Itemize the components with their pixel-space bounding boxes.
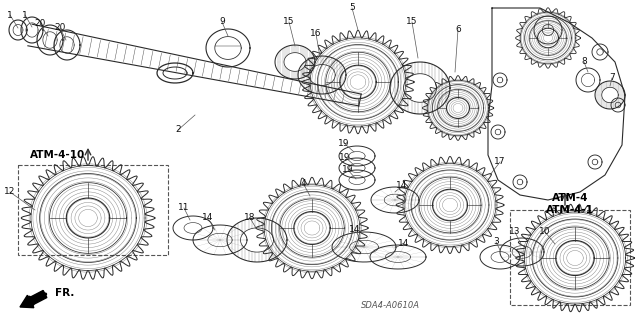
- Text: 19: 19: [339, 138, 349, 147]
- Text: 15: 15: [284, 18, 295, 26]
- Text: 18: 18: [244, 213, 256, 222]
- Text: 19: 19: [339, 152, 351, 161]
- Text: 14: 14: [396, 182, 408, 190]
- Text: 1: 1: [22, 11, 28, 19]
- Text: ATM-4-10: ATM-4-10: [30, 150, 86, 160]
- Text: 7: 7: [609, 73, 615, 83]
- Text: 1: 1: [7, 11, 13, 19]
- Text: 11: 11: [179, 204, 189, 212]
- Text: 9: 9: [219, 18, 225, 26]
- Text: 14: 14: [349, 226, 361, 234]
- Text: 4: 4: [300, 179, 306, 188]
- Bar: [510, 210, 630, 305]
- Text: 20: 20: [35, 19, 45, 28]
- Text: SDA4-A0610A: SDA4-A0610A: [360, 300, 419, 309]
- Text: 20: 20: [54, 24, 66, 33]
- Text: 15: 15: [406, 18, 418, 26]
- Text: 10: 10: [540, 227, 551, 236]
- Text: 13: 13: [509, 227, 521, 236]
- FancyArrow shape: [20, 291, 47, 308]
- Text: ATM-4-1: ATM-4-1: [546, 205, 594, 215]
- Text: 14: 14: [202, 213, 214, 222]
- Text: FR.: FR.: [55, 288, 74, 298]
- Text: 12: 12: [4, 188, 16, 197]
- Text: 14: 14: [398, 239, 410, 248]
- Text: 3: 3: [493, 238, 499, 247]
- Text: 8: 8: [581, 57, 587, 66]
- Text: 5: 5: [349, 4, 355, 12]
- Text: ATM-4: ATM-4: [552, 193, 588, 203]
- Text: 17: 17: [494, 158, 506, 167]
- Text: 6: 6: [455, 26, 461, 34]
- Text: 2: 2: [175, 125, 181, 135]
- Bar: [18, 165, 168, 255]
- Text: 19: 19: [342, 166, 354, 174]
- Text: 16: 16: [310, 29, 322, 39]
